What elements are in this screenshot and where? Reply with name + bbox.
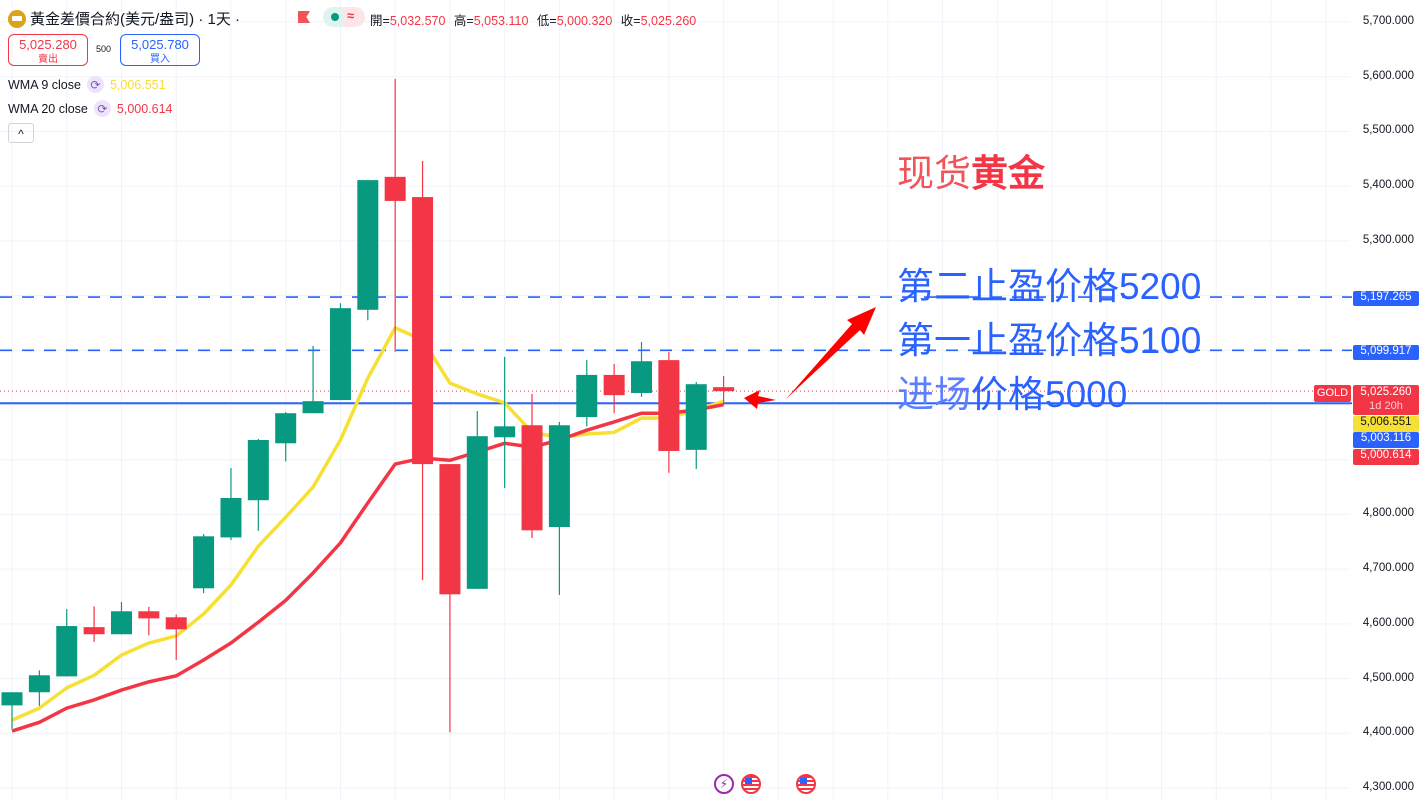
candle-up: [56, 626, 78, 677]
candle-up: [1, 692, 23, 706]
lightning-icon[interactable]: ⚡: [714, 774, 734, 794]
price-tick: 5,400.000: [1362, 179, 1414, 192]
symbol-header[interactable]: 黃金差價合約(美元/盎司) · 1天 ·: [8, 8, 240, 29]
collapse-legend-button[interactable]: ^: [8, 123, 34, 143]
sell-price: 5,025.280: [19, 37, 77, 52]
bar-countdown: 1d 20h: [1369, 400, 1403, 412]
price-tick: 4,600.000: [1362, 616, 1414, 629]
entry-price-badge: 5,003.116: [1353, 432, 1419, 448]
ohlc-readout: 開=5,032.570 高=5,053.110 低=5,000.320 收=5,…: [370, 10, 701, 29]
refresh-icon[interactable]: ⟳: [86, 76, 104, 93]
low-label: 低=: [536, 14, 557, 28]
us-flag-icon[interactable]: [741, 774, 761, 794]
candle-down: [439, 464, 461, 595]
candle-up: [329, 308, 351, 401]
arrow-annotations: [744, 307, 876, 409]
candle-down: [165, 617, 187, 630]
wma9-badge: 5,006.551: [1353, 416, 1419, 432]
price-tick: 4,700.000: [1362, 562, 1414, 575]
us-flag-icon[interactable]: [796, 774, 816, 794]
candle-up: [631, 361, 653, 393]
candle-up: [247, 440, 269, 501]
tp1-price-badge: 5,099.917: [1353, 345, 1419, 360]
candle-up: [110, 611, 132, 635]
close-value: 5,025.260: [640, 14, 697, 28]
last-price: 5,025.260: [1360, 386, 1412, 398]
annotation-tp2: 第二止盈价格5200: [897, 266, 1202, 307]
price-tick: 5,500.000: [1362, 124, 1414, 137]
annotation-title: 现货黄金: [897, 143, 1045, 197]
indicator-wma20[interactable]: WMA 20 close ⟳ 5,000.614: [8, 100, 173, 117]
annotation-title-b: 黄金: [971, 153, 1045, 194]
price-tick: 4,400.000: [1362, 726, 1414, 739]
low-value: 5,000.320: [556, 14, 613, 28]
arrow-up-right-icon: [786, 307, 876, 399]
arrow-left-icon: [744, 390, 776, 409]
candle-up: [685, 384, 707, 450]
sell-label: 賣出: [38, 54, 58, 65]
lot-size: 500: [96, 44, 112, 54]
flag-icon[interactable]: [298, 11, 310, 23]
buy-button[interactable]: 5,025.780 買入: [120, 34, 200, 66]
candle-up: [466, 436, 488, 589]
indicator-value: 5,006.551: [109, 77, 166, 92]
market-status-pill[interactable]: ≈: [323, 7, 365, 27]
refresh-icon[interactable]: ⟳: [93, 100, 111, 117]
symbol-title: 黃金差價合約(美元/盎司) · 1天 ·: [30, 11, 240, 28]
annotation-entry: 进场价格5000: [897, 364, 1127, 418]
annotation-tp1: 第一止盈价格5100: [897, 320, 1202, 361]
price-tick: 5,300.000: [1362, 233, 1414, 246]
price-tick: 4,500.000: [1362, 671, 1414, 684]
sell-button[interactable]: 5,025.280 賣出: [8, 34, 88, 66]
candle-down: [521, 425, 543, 531]
candle-down: [658, 360, 680, 451]
wave-icon: ≈: [347, 8, 355, 23]
indicator-name: WMA 9 close: [8, 77, 81, 92]
candle-down: [83, 627, 105, 635]
candle-up: [275, 413, 297, 444]
symbol-badge: GOLD: [1314, 385, 1351, 402]
candle-down: [603, 374, 625, 396]
candles: [1, 78, 735, 733]
annotation-entry-b: 价格5000: [971, 374, 1128, 415]
high-value: 5,053.110: [473, 14, 529, 28]
wma20-badge: 5,000.614: [1353, 449, 1419, 465]
candle-up: [193, 536, 215, 589]
candle-down: [138, 611, 160, 619]
candle-up: [28, 675, 50, 693]
candle-up: [548, 425, 570, 528]
buy-label: 買入: [150, 54, 170, 65]
candle-up: [494, 426, 516, 438]
buy-price: 5,025.780: [131, 37, 189, 52]
tp2-price-badge: 5,197.265: [1353, 291, 1419, 306]
candle-up: [220, 498, 242, 538]
wma9-line: [11, 326, 725, 722]
candle-down: [412, 197, 434, 465]
open-label: 開=: [370, 14, 390, 28]
annotation-entry-a: 进场: [897, 374, 971, 415]
market-open-dot-icon: [331, 13, 339, 21]
candle-up: [576, 374, 598, 418]
indicator-value: 5,000.614: [116, 101, 173, 116]
indicator-name: WMA 20 close: [8, 101, 88, 116]
candle-up: [357, 180, 379, 310]
wma-lines: [11, 326, 725, 733]
last-price-badge: 5,025.260 1d 20h: [1353, 385, 1419, 415]
indicator-wma9[interactable]: WMA 9 close ⟳ 5,006.551: [8, 76, 166, 93]
candle-down: [384, 176, 406, 201]
price-tick: 4,300.000: [1362, 781, 1414, 793]
price-tick: 5,700.000: [1362, 15, 1414, 27]
open-value: 5,032.570: [389, 14, 446, 28]
high-label: 高=: [453, 14, 474, 28]
price-tick: 5,600.000: [1362, 69, 1414, 82]
candle-up: [302, 401, 324, 414]
annotation-title-a: 现货: [897, 153, 971, 194]
close-label: 收=: [620, 14, 641, 28]
price-tick: 4,800.000: [1362, 507, 1414, 520]
gold-logo-icon: [8, 9, 26, 28]
wma20-line: [11, 402, 724, 733]
candle-down: [713, 387, 735, 392]
